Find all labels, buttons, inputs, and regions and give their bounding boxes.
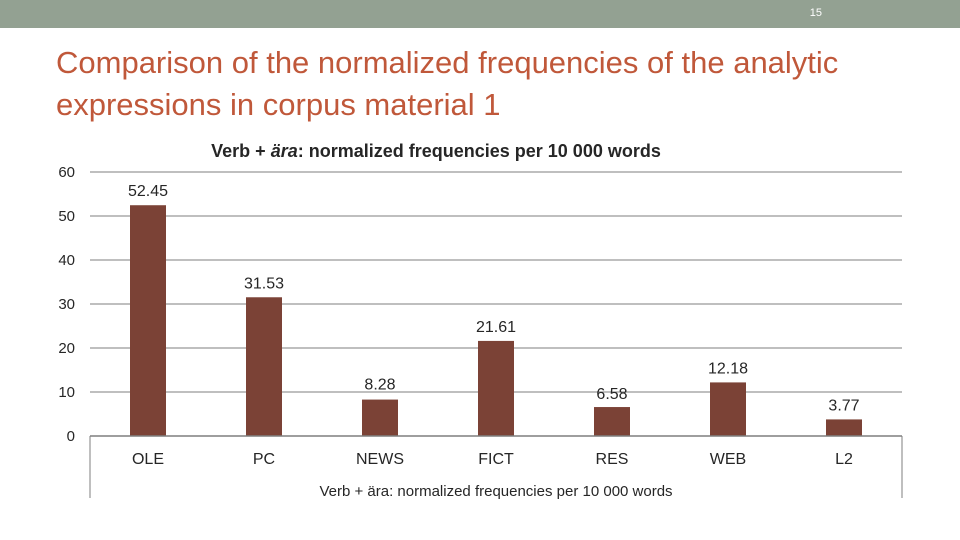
bar [362, 399, 398, 436]
x-axis-title: Verb + ära: normalized frequencies per 1… [319, 483, 672, 500]
data-label: 3.77 [828, 397, 859, 414]
data-label: 8.28 [364, 377, 395, 394]
x-tick-label: FICT [478, 451, 514, 468]
x-tick-label: RES [596, 451, 629, 468]
data-label: 6.58 [596, 386, 627, 403]
y-tick-label: 50 [58, 208, 75, 225]
chart-title: Verb + ära: normalized frequencies per 1… [211, 141, 661, 161]
slide-title: Comparison of the normalized frequencies… [56, 45, 839, 122]
x-tick-label: OLE [132, 451, 164, 468]
page-number: 15 [809, 7, 822, 19]
x-tick-label: WEB [710, 451, 746, 468]
bar [710, 382, 746, 436]
y-tick-label: 0 [67, 428, 75, 445]
y-tick-label: 40 [58, 252, 75, 269]
data-label: 52.45 [128, 183, 168, 200]
y-tick-label: 20 [58, 340, 75, 357]
bar [130, 205, 166, 436]
bar [826, 419, 862, 436]
bar [246, 297, 282, 436]
data-label: 21.61 [476, 319, 516, 336]
x-tick-label: NEWS [356, 451, 404, 468]
data-label: 31.53 [244, 275, 284, 292]
x-tick-label: L2 [835, 451, 853, 468]
y-tick-label: 60 [58, 164, 75, 181]
x-tick-label: PC [253, 451, 275, 468]
data-label: 12.18 [708, 360, 748, 377]
bar [478, 340, 514, 436]
bar [594, 407, 630, 436]
y-tick-label: 10 [58, 384, 75, 401]
y-tick-label: 30 [58, 296, 75, 313]
top-bar: 15 [0, 0, 960, 28]
